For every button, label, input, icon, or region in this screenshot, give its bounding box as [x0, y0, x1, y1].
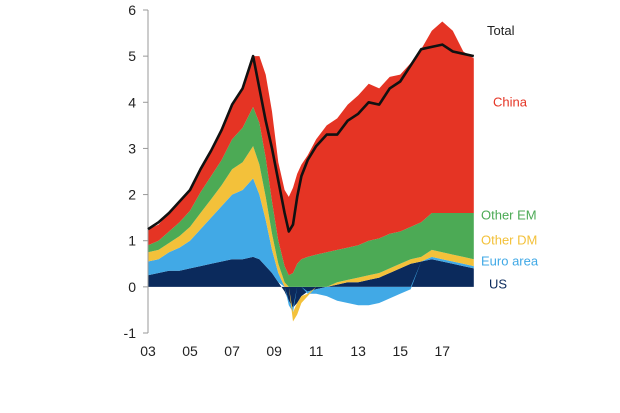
stacked-areas [148, 21, 474, 322]
y-tick-label: 0 [128, 279, 136, 295]
y-tick-label: 3 [128, 140, 136, 156]
x-tick-label: 09 [266, 343, 282, 359]
series-labels: Total China Other EM Other DM Euro area US [481, 23, 539, 292]
x-tick-label: 11 [309, 343, 324, 359]
x-tick-label: 07 [224, 343, 240, 359]
area-euro-area [148, 178, 474, 313]
label-total: Total [487, 23, 515, 38]
label-us: US [489, 277, 507, 292]
x-tick-label: 03 [140, 343, 156, 359]
total-line-group [147, 43, 475, 233]
label-euro-area: Euro area [481, 253, 539, 268]
chart-axes: -1 0 1 2 3 4 5 6 03 05 07 09 11 13 15 17 [124, 2, 451, 359]
label-china: China [493, 94, 528, 109]
x-tick-label: 05 [182, 343, 198, 359]
area-other-dm [148, 146, 474, 322]
y-tick-label: 6 [128, 2, 136, 18]
y-tick-label: 1 [128, 233, 136, 249]
y-tick-label: 4 [128, 94, 136, 110]
x-tick-label: 13 [350, 343, 366, 359]
y-tick-label: 2 [128, 187, 136, 203]
total-line [147, 43, 475, 233]
label-other-em: Other EM [481, 207, 537, 222]
label-other-dm: Other DM [481, 233, 537, 248]
x-tick-label: 15 [392, 343, 408, 359]
area-other-em [148, 106, 474, 287]
area-us [148, 256, 474, 308]
x-tick-label: 17 [434, 343, 450, 359]
y-tick-label: -1 [124, 325, 137, 341]
y-tick-label: 5 [128, 48, 136, 64]
area-china [148, 21, 474, 276]
